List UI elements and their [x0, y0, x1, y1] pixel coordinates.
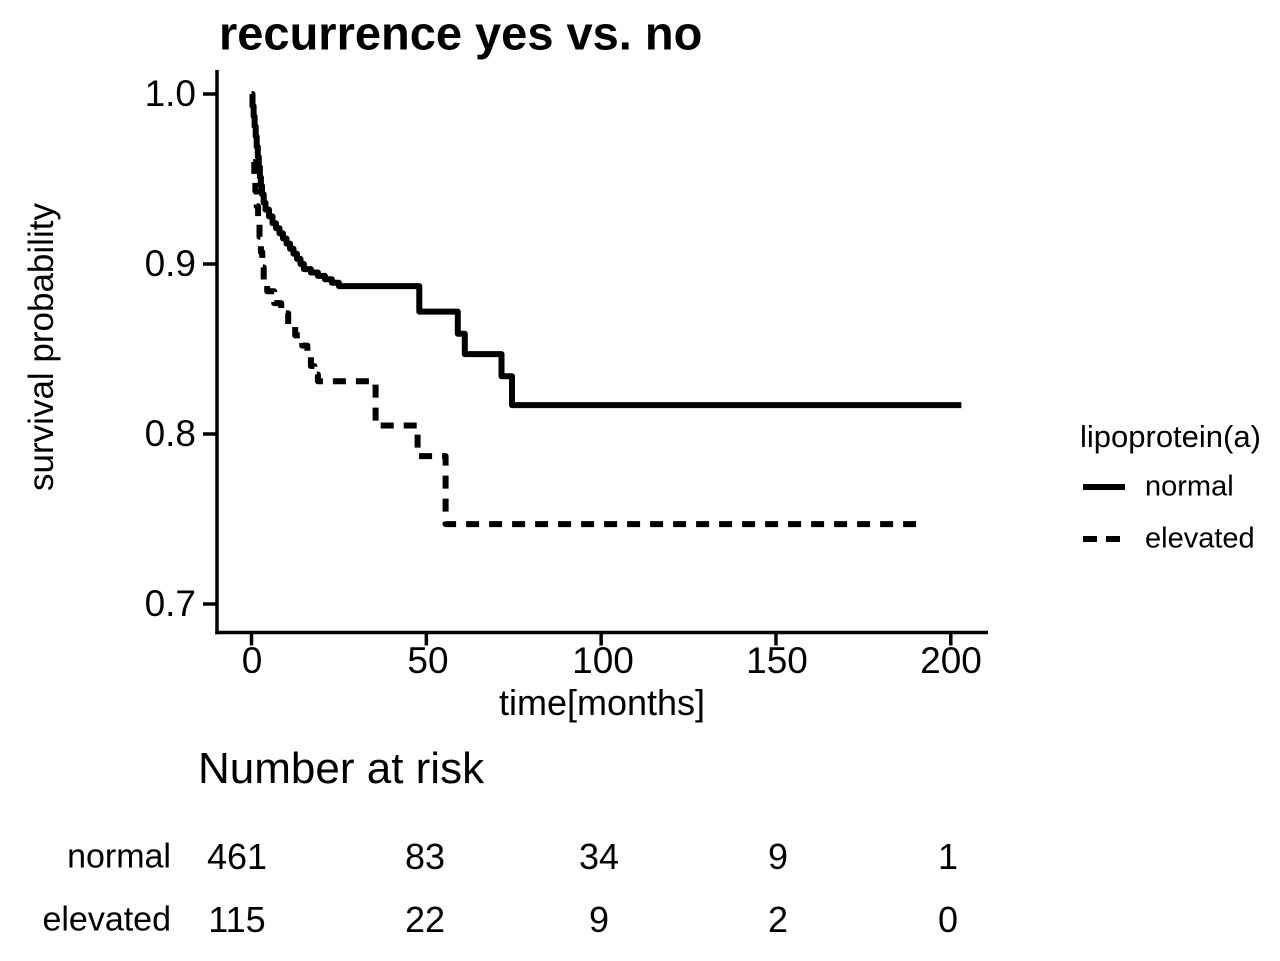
risk-count-elevated-t0: 115	[208, 899, 266, 940]
risk-count-normal-t0: 461	[206, 836, 268, 877]
y-tick-label-1.0: 1.0	[144, 73, 196, 114]
km-curve-elevated	[251, 159, 920, 528]
risk-count-normal-t200: 1	[937, 836, 959, 877]
km-curves-layer	[249, 91, 962, 528]
x-tick-label-50: 50	[407, 640, 449, 681]
risk-row-label-elevated: elevated	[42, 900, 171, 939]
x-tick-label-150: 150	[746, 640, 808, 681]
risk-count-normal-t100: 34	[578, 836, 620, 877]
axes-layer	[203, 70, 988, 646]
risk-count-elevated-t150: 2	[767, 899, 789, 940]
chart-title: recurrence yes vs. no	[219, 6, 703, 60]
y-tick-label-0.9: 0.9	[144, 243, 196, 284]
legend-title: lipoprotein(a)	[1080, 419, 1261, 454]
risk-table-title: Number at risk	[198, 744, 485, 793]
legend-label-elevated: elevated	[1145, 522, 1255, 555]
y-tick-label-0.7: 0.7	[144, 583, 196, 624]
risk-count-elevated-t200: 0	[937, 899, 959, 940]
risk-row-label-normal: normal	[67, 837, 171, 876]
legend-label-normal: normal	[1145, 470, 1234, 503]
legend-keys-layer	[1083, 484, 1125, 542]
km-curve-normal	[249, 91, 962, 409]
x-axis-title: time[months]	[498, 682, 706, 723]
x-tick-label-200: 200	[920, 640, 982, 681]
risk-count-elevated-t100: 9	[588, 899, 610, 940]
risk-count-elevated-t50: 22	[404, 899, 446, 940]
x-tick-label-0: 0	[241, 640, 263, 681]
y-tick-label-0.8: 0.8	[144, 413, 196, 454]
risk-count-normal-t150: 9	[767, 836, 789, 877]
y-axis-title: survival probability	[22, 203, 61, 491]
risk-count-normal-t50: 83	[404, 836, 446, 877]
x-tick-label-100: 100	[572, 640, 634, 681]
